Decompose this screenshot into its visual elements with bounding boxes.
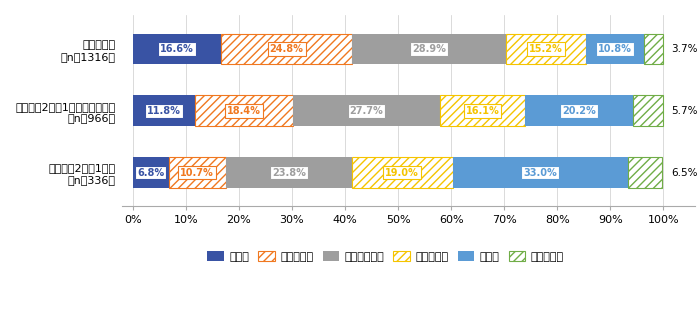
Text: 28.9%: 28.9%	[412, 44, 446, 54]
Bar	[169, 157, 225, 188]
Legend: 上の方, やや上の方, 真ん中あたり, やや下の方, 下の方, 分からない: 上の方, やや上の方, 真ん中あたり, やや下の方, 下の方, 分からない	[203, 247, 568, 266]
Text: 18.4%: 18.4%	[228, 106, 261, 116]
Bar	[293, 95, 440, 126]
Bar	[221, 33, 352, 64]
Text: 15.2%: 15.2%	[529, 44, 563, 54]
Text: 11.8%: 11.8%	[147, 106, 181, 116]
Text: 27.7%: 27.7%	[349, 106, 384, 116]
Text: 33.0%: 33.0%	[524, 168, 557, 178]
Text: 3.7%: 3.7%	[671, 44, 698, 54]
Text: 6.8%: 6.8%	[137, 168, 164, 178]
Bar	[587, 33, 643, 64]
Bar	[352, 33, 505, 64]
Text: 23.8%: 23.8%	[272, 168, 306, 178]
Text: 16.1%: 16.1%	[466, 106, 500, 116]
Bar	[643, 33, 664, 64]
Bar	[633, 95, 663, 126]
Bar	[195, 95, 293, 126]
Bar	[133, 157, 169, 188]
Text: 10.7%: 10.7%	[181, 168, 214, 178]
Text: 19.0%: 19.0%	[386, 168, 419, 178]
Text: 10.8%: 10.8%	[598, 44, 632, 54]
Text: 20.2%: 20.2%	[562, 106, 596, 116]
Bar	[133, 95, 195, 126]
Bar	[352, 157, 453, 188]
Bar	[440, 95, 526, 126]
Bar	[133, 33, 221, 64]
Text: 16.6%: 16.6%	[160, 44, 194, 54]
Text: 24.8%: 24.8%	[270, 44, 304, 54]
Text: 5.7%: 5.7%	[671, 106, 698, 116]
Bar	[453, 157, 628, 188]
Bar	[526, 95, 633, 126]
Bar	[628, 157, 662, 188]
Bar	[225, 157, 352, 188]
Text: 6.5%: 6.5%	[671, 168, 698, 178]
Bar	[505, 33, 587, 64]
